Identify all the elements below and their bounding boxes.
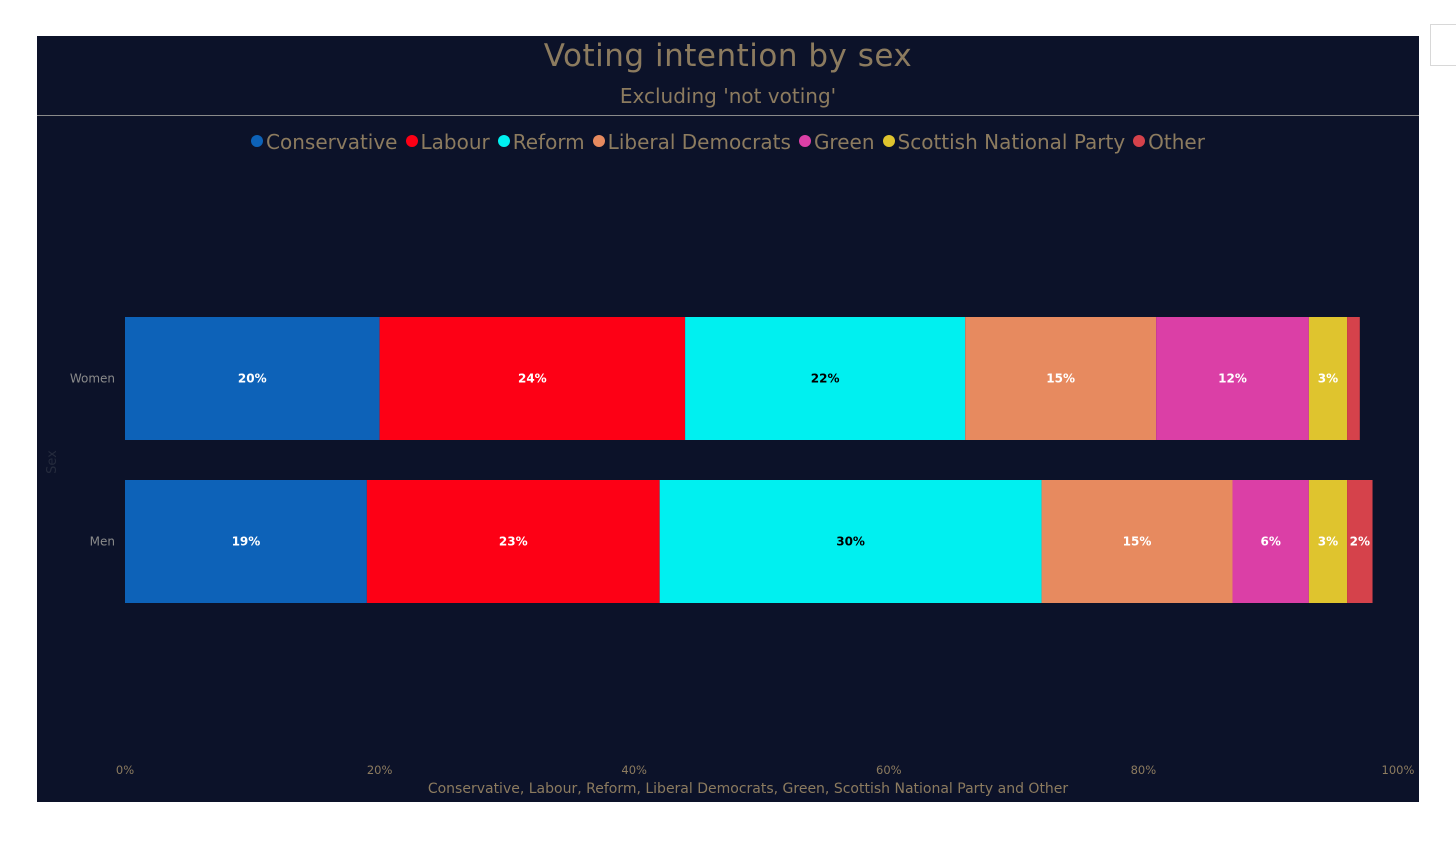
data-label: 3% xyxy=(1318,535,1338,549)
legend-label: Other xyxy=(1148,130,1205,154)
legend-item-green[interactable]: Green xyxy=(798,130,875,154)
chart-subtitle: Excluding 'not voting' xyxy=(619,84,837,108)
legend-dot xyxy=(251,135,264,147)
legend-label: Labour xyxy=(420,130,490,154)
bar-segment-women-reform[interactable] xyxy=(685,317,966,440)
title-divider xyxy=(37,115,1419,116)
bar-segment-men-scottish-national-party[interactable] xyxy=(1308,480,1348,603)
legend-dot xyxy=(1133,135,1146,147)
legend-dot xyxy=(497,135,510,147)
legend-dot xyxy=(882,135,895,147)
legend-item-reform[interactable]: Reform xyxy=(497,130,585,154)
bar-segment-men-other[interactable] xyxy=(1347,480,1373,603)
data-label: 12% xyxy=(1218,372,1247,386)
data-label: 6% xyxy=(1261,535,1281,549)
legend-label: Reform xyxy=(512,130,585,154)
category-label-men: Men xyxy=(90,535,115,549)
category-label-women: Women xyxy=(70,372,115,386)
y-axis-title: Sex xyxy=(45,450,60,474)
bar-segment-men-labour[interactable] xyxy=(366,480,660,603)
bar-segment-men-green[interactable] xyxy=(1232,480,1309,603)
legend-label: Green xyxy=(813,130,875,154)
chart-legend[interactable]: Conservative Labour Reform Liberal Democrat… xyxy=(37,130,1419,154)
bar-segment-women-green[interactable] xyxy=(1156,317,1309,440)
legend-item-conservative[interactable]: Conservative xyxy=(251,130,398,154)
legend-label: Liberal Democrats xyxy=(607,130,791,154)
chart-title: Voting intention by sex xyxy=(543,38,913,74)
legend-dot xyxy=(405,135,418,147)
bar-segment-men-reform[interactable] xyxy=(659,480,1042,603)
data-label: 3% xyxy=(1318,372,1338,386)
data-label: 24% xyxy=(518,372,547,386)
bar-segment-men-conservative[interactable] xyxy=(125,480,367,603)
legend-dot xyxy=(798,135,811,147)
x-axis-title: Conservative, Labour, Reform, Liberal De… xyxy=(427,781,1069,797)
data-label: 15% xyxy=(1123,535,1152,549)
bar-segment-women-conservative[interactable] xyxy=(125,317,380,440)
x-tick-label: 40% xyxy=(621,763,647,777)
bar-segment-women-scottish-national-party[interactable] xyxy=(1308,317,1348,440)
page-edge-mark xyxy=(1430,24,1456,66)
data-label: 20% xyxy=(238,372,267,386)
legend-item-liberal-democrats[interactable]: Liberal Democrats xyxy=(592,130,791,154)
bar-segment-women-other[interactable] xyxy=(1347,317,1360,440)
bar-segment-women-labour[interactable] xyxy=(379,317,686,440)
x-tick-label: 100% xyxy=(1382,763,1415,777)
legend-label: Conservative xyxy=(266,130,398,154)
x-tick-label: 60% xyxy=(876,763,902,777)
data-label: 15% xyxy=(1046,372,1075,386)
legend-item-scottish-national-party[interactable]: Scottish National Party xyxy=(882,130,1126,154)
bar-segment-men-liberal-democrats[interactable] xyxy=(1041,480,1233,603)
legend-item-other[interactable]: Other xyxy=(1133,130,1205,154)
data-label: 30% xyxy=(836,535,865,549)
data-label: 22% xyxy=(811,372,840,386)
bar-segment-women-liberal-democrats[interactable] xyxy=(965,317,1157,440)
legend-item-labour[interactable]: Labour xyxy=(405,130,490,154)
x-tick-label: 20% xyxy=(367,763,393,777)
legend-label: Scottish National Party xyxy=(897,130,1126,154)
data-label: 23% xyxy=(499,535,528,549)
x-tick-label: 80% xyxy=(1131,763,1157,777)
legend-dot xyxy=(592,135,605,147)
data-label: 2% xyxy=(1350,535,1370,549)
data-label: 19% xyxy=(232,535,261,549)
x-tick-label: 0% xyxy=(116,763,134,777)
